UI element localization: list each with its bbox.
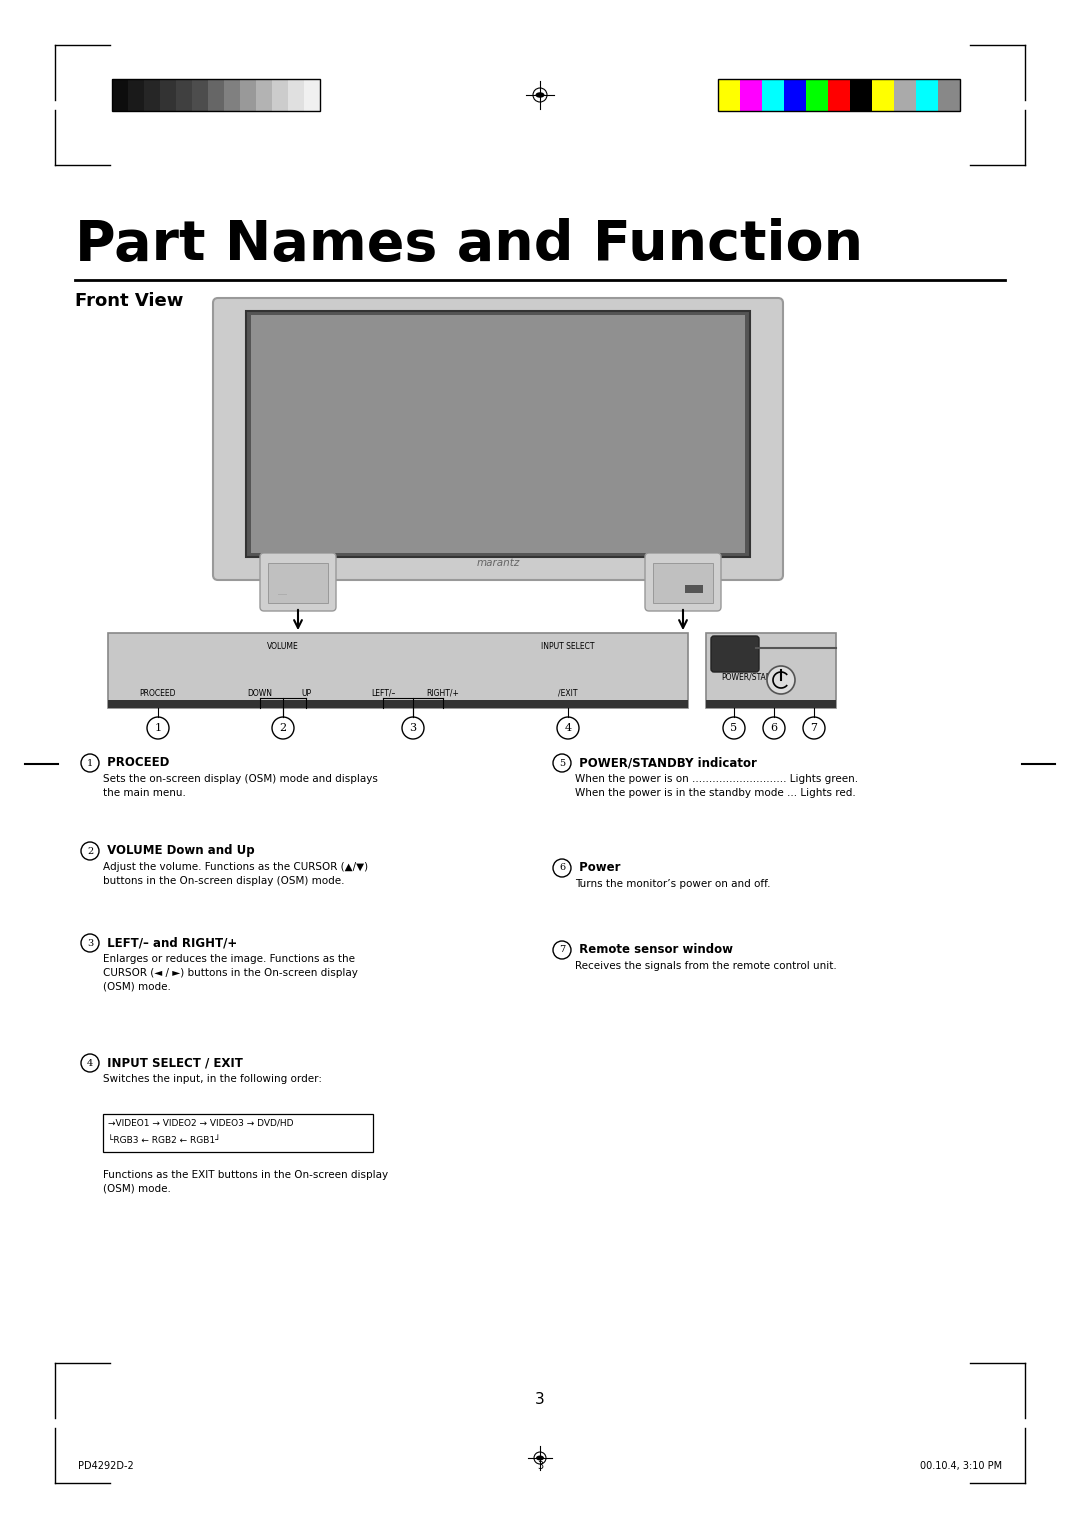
Text: 5: 5 [559,758,565,767]
Bar [653,562,713,604]
Text: 3: 3 [409,723,417,733]
FancyBboxPatch shape [213,298,783,581]
Bar [740,79,762,112]
Text: 6: 6 [559,863,565,872]
Text: 4: 4 [565,723,571,733]
Ellipse shape [536,92,544,98]
Bar [103,1114,373,1152]
Text: 3: 3 [535,1392,545,1407]
Text: Sets the on-screen display (OSM) mode and displays
the main menu.: Sets the on-screen display (OSM) mode an… [103,775,378,798]
FancyBboxPatch shape [645,553,721,611]
Bar [256,79,272,112]
Bar [916,79,939,112]
Bar [129,79,144,112]
Text: 3: 3 [86,938,93,947]
Bar [108,633,688,707]
Text: Enlarges or reduces the image. Functions as the
CURSOR (◄ / ►) buttons in the On: Enlarges or reduces the image. Functions… [103,953,357,992]
Text: VOLUME Down and Up: VOLUME Down and Up [103,843,255,857]
Text: POWER/STANDBY indicator: POWER/STANDBY indicator [575,756,757,769]
Text: PROCEED: PROCEED [139,689,176,698]
Text: When the power is on ............................ Lights green.
When the power i: When the power is on ...................… [575,775,859,798]
Text: 3: 3 [537,1461,543,1471]
Bar [939,79,960,112]
Text: VOLUME: VOLUME [267,642,299,651]
Text: └RGB3 ← RGB2 ← RGB1┘: └RGB3 ← RGB2 ← RGB1┘ [108,1135,220,1144]
Text: 5: 5 [730,723,738,733]
Bar [112,79,320,112]
Bar [176,79,192,112]
Text: Switches the input, in the following order:: Switches the input, in the following ord… [103,1074,322,1083]
Text: LEFT/–: LEFT/– [370,689,395,698]
Bar [144,79,160,112]
Text: 1: 1 [86,758,93,767]
Bar [112,79,129,112]
Text: RIGHT/+: RIGHT/+ [427,689,459,698]
Text: Functions as the EXIT buttons in the On-screen display
(OSM) mode.: Functions as the EXIT buttons in the On-… [103,1170,388,1193]
Text: UP: UP [301,689,311,698]
Bar [706,700,836,707]
Text: PD4292D-2: PD4292D-2 [78,1461,134,1471]
Text: POWER/STANDBY: POWER/STANDBY [721,672,786,681]
Text: 6: 6 [770,723,778,733]
Bar [894,79,916,112]
FancyBboxPatch shape [260,553,336,611]
Text: /EXIT: /EXIT [558,689,578,698]
Text: 4: 4 [86,1059,93,1068]
Bar [251,315,745,553]
Bar [246,312,750,558]
Text: 00.10.4, 3:10 PM: 00.10.4, 3:10 PM [920,1461,1002,1471]
Text: Remote sensor window: Remote sensor window [575,943,733,957]
Text: DOWN: DOWN [247,689,272,698]
Bar [108,700,688,707]
Bar [762,79,784,112]
Circle shape [767,666,795,694]
Bar [706,633,836,707]
Bar [303,79,320,112]
Text: marantz: marantz [476,558,519,568]
Bar [208,79,224,112]
Text: INPUT SELECT: INPUT SELECT [541,642,595,651]
Text: Power: Power [575,860,621,874]
Text: Front View: Front View [75,292,184,310]
Bar [272,79,288,112]
Text: 2: 2 [86,847,93,856]
Text: PROCEED: PROCEED [103,756,170,769]
Text: LEFT/– and RIGHT/+: LEFT/– and RIGHT/+ [103,937,238,949]
Bar [240,79,256,112]
Ellipse shape [536,1456,544,1461]
Text: →VIDEO1 → VIDEO2 → VIDEO3 → DVD/HD: →VIDEO1 → VIDEO2 → VIDEO3 → DVD/HD [108,1118,294,1128]
Text: 1: 1 [154,723,162,733]
Bar [224,79,240,112]
Text: 7: 7 [558,946,565,955]
Bar [718,79,740,112]
Text: Part Names and Function: Part Names and Function [75,219,863,272]
Text: -----: ----- [278,591,288,597]
Text: Turns the monitor’s power on and off.: Turns the monitor’s power on and off. [575,879,770,889]
Bar [288,79,303,112]
Bar [784,79,806,112]
Text: 2: 2 [280,723,286,733]
Bar [685,585,703,593]
Text: Receives the signals from the remote control unit.: Receives the signals from the remote con… [575,961,837,970]
Bar [160,79,176,112]
Text: Adjust the volume. Functions as the CURSOR (▲/▼)
buttons in the On-screen displa: Adjust the volume. Functions as the CURS… [103,862,368,886]
Text: INPUT SELECT / EXIT: INPUT SELECT / EXIT [103,1056,243,1070]
Text: 7: 7 [810,723,818,733]
Bar [718,79,960,112]
Bar [850,79,872,112]
Bar [872,79,894,112]
Bar [192,79,208,112]
Bar [268,562,328,604]
Bar [806,79,828,112]
Bar [828,79,850,112]
FancyBboxPatch shape [711,636,759,672]
